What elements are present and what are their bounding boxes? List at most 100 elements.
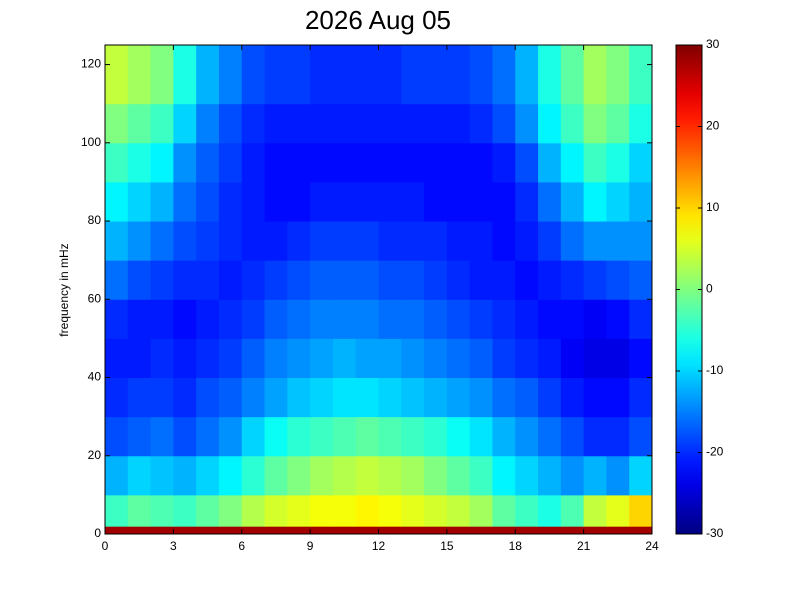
- heat-cell: [424, 494, 448, 527]
- heat-cell: [446, 494, 471, 527]
- heat-cell: [150, 494, 174, 527]
- heat-cell: [287, 455, 311, 496]
- heat-cell: [606, 142, 630, 183]
- heat-cell: [583, 455, 607, 496]
- heat-cell: [287, 181, 311, 222]
- heat-cell: [264, 45, 288, 105]
- heat-cell: [355, 142, 379, 183]
- heat-cell: [196, 45, 220, 105]
- heat-cell: [583, 260, 607, 300]
- heat-cell: [560, 221, 585, 261]
- heat-cell: [446, 45, 471, 105]
- heat-cell: [150, 221, 174, 261]
- heat-cell: [127, 142, 152, 183]
- heat-cell: [515, 260, 539, 300]
- y-tick-label: 80: [88, 213, 102, 227]
- heat-cell: [218, 260, 243, 300]
- heat-cell: [241, 416, 266, 457]
- heat-cell: [378, 221, 402, 261]
- heat-cell: [310, 338, 334, 379]
- colorbar-tick-label: 30: [706, 37, 720, 51]
- y-axis-label: frequency in mHz: [57, 243, 71, 336]
- heat-cell: [583, 142, 607, 183]
- heat-cell: [401, 221, 425, 261]
- heat-cell: [424, 377, 448, 418]
- heat-cell: [105, 221, 129, 261]
- chart-title: 2026 Aug 05: [305, 5, 451, 35]
- heat-cell: [105, 142, 129, 183]
- heat-cell: [127, 416, 152, 457]
- heat-cell: [287, 103, 311, 144]
- heat-cell: [424, 221, 448, 261]
- heat-cell: [629, 103, 653, 144]
- heat-cell: [446, 526, 471, 535]
- heat-cell: [401, 377, 425, 418]
- heat-cell: [515, 181, 539, 222]
- heat-cell: [355, 299, 379, 339]
- heat-cell: [173, 299, 197, 339]
- heat-cell: [332, 45, 357, 105]
- heat-cell: [583, 494, 607, 527]
- x-tick-label: 3: [170, 539, 177, 553]
- heat-cell: [446, 377, 471, 418]
- heat-cell: [629, 142, 653, 183]
- heat-cell: [218, 338, 243, 379]
- heat-cell: [332, 299, 357, 339]
- heat-cell: [560, 494, 585, 527]
- heat-cell: [629, 338, 653, 379]
- heat-cell: [310, 377, 334, 418]
- heat-cell: [515, 526, 539, 535]
- heat-cell: [469, 494, 493, 527]
- heat-cell: [241, 221, 266, 261]
- heat-cell: [218, 494, 243, 527]
- heat-cell: [401, 416, 425, 457]
- heat-cell: [264, 221, 288, 261]
- heat-cell: [378, 416, 402, 457]
- heat-cell: [173, 45, 197, 105]
- heat-cell: [446, 103, 471, 144]
- heat-cell: [538, 494, 562, 527]
- heat-cell: [150, 45, 174, 105]
- heat-cell: [538, 45, 562, 105]
- heat-cell: [173, 338, 197, 379]
- heat-cell: [629, 377, 653, 418]
- heat-cell: [105, 338, 129, 379]
- heat-cell: [424, 299, 448, 339]
- heat-cell: [150, 181, 174, 222]
- heat-cell: [583, 299, 607, 339]
- heat-cell: [378, 45, 402, 105]
- heat-cell: [332, 260, 357, 300]
- heat-cell: [127, 338, 152, 379]
- heat-cell: [515, 221, 539, 261]
- heat-cell: [355, 221, 379, 261]
- heat-cell: [332, 526, 357, 535]
- heat-cell: [196, 338, 220, 379]
- heat-cell: [287, 260, 311, 300]
- heat-cell: [196, 142, 220, 183]
- heat-cell: [150, 142, 174, 183]
- heat-cell: [150, 260, 174, 300]
- heat-cell: [173, 142, 197, 183]
- heat-cell: [150, 455, 174, 496]
- heat-cell: [378, 181, 402, 222]
- heat-cell: [264, 103, 288, 144]
- heat-cell: [355, 338, 379, 379]
- heat-cell: [560, 526, 585, 535]
- heat-cell: [196, 416, 220, 457]
- heat-cell: [241, 181, 266, 222]
- heat-cell: [515, 455, 539, 496]
- heat-cell: [446, 416, 471, 457]
- heat-cell: [469, 338, 493, 379]
- heat-cell: [401, 299, 425, 339]
- heat-cell: [538, 103, 562, 144]
- heat-cell: [355, 455, 379, 496]
- heat-cell: [606, 494, 630, 527]
- heat-cell: [150, 526, 174, 535]
- heat-cell: [378, 142, 402, 183]
- heat-cell: [606, 221, 630, 261]
- heat-cell: [105, 299, 129, 339]
- heat-cell: [173, 103, 197, 144]
- heat-cell: [629, 416, 653, 457]
- heat-cell: [538, 455, 562, 496]
- heat-cell: [469, 221, 493, 261]
